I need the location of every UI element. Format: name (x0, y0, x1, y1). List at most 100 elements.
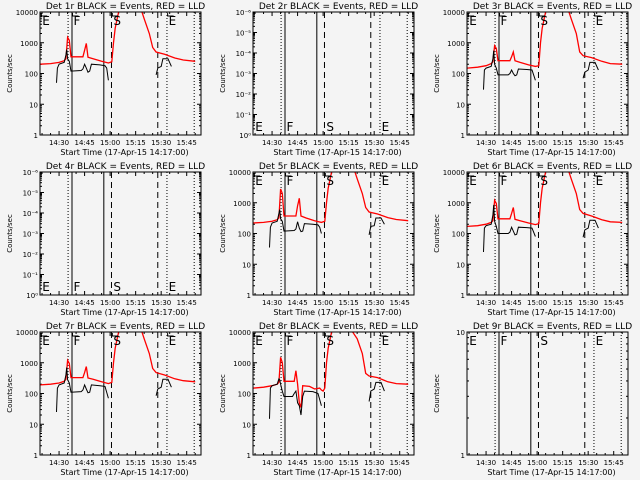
x-tick-label: 15:00 (527, 299, 547, 307)
y-tick-label: 10 (456, 329, 465, 337)
phase-marker-bracket (380, 333, 387, 337)
x-tick-label: 14:45 (501, 139, 521, 147)
y-tick-label: 10⁻³ (23, 231, 39, 239)
phase-marker-E: E (469, 14, 477, 28)
x-tick-label: 14:45 (74, 459, 94, 467)
x-tick-label: 15:30 (151, 139, 171, 147)
y-tick-label: 1000 (447, 40, 465, 48)
x-tick-label: 15:15 (126, 139, 146, 147)
x-tick-label: 15:15 (126, 299, 146, 307)
y-axis-label: Counts/sec (433, 214, 441, 253)
phase-marker-E: E (469, 174, 477, 188)
lld-series-line (40, 332, 196, 386)
panel-plot: Det 5r BLACK = Events, RED = LLD 1 10 100 10… (219, 162, 418, 317)
axes-frame (39, 171, 202, 296)
y-tick-label: 10⁰ (26, 292, 38, 300)
x-tick-label: 14:30 (262, 299, 282, 307)
events-series-line (155, 378, 172, 396)
phase-marker-bracket (467, 13, 475, 17)
y-tick-label: 10000 (16, 9, 38, 17)
axes-frame (252, 331, 415, 456)
x-tick-label: 15:30 (364, 139, 384, 147)
plot-area (494, 332, 622, 455)
x-tick-label: 15:30 (364, 299, 384, 307)
y-axis-label: Counts/sec (219, 54, 227, 93)
panel-title: Det 1r BLACK = Events, RED = LLD (46, 2, 205, 12)
y-axis-label: Counts/sec (433, 374, 441, 413)
panel-title: Det 6r BLACK = Events, RED = LLD (473, 162, 632, 172)
x-tick-label: 14:30 (262, 139, 282, 147)
x-tick-label: 14:30 (262, 459, 282, 467)
x-tick-label: 15:45 (177, 299, 197, 307)
x-tick-label: 15:45 (177, 459, 197, 467)
y-tick-label: 100 (452, 231, 465, 239)
plot-area (253, 332, 409, 455)
plot-area (40, 332, 196, 455)
phase-marker-bracket (594, 13, 601, 17)
x-tick-label: 15:15 (126, 459, 146, 467)
phase-marker-S: S (326, 334, 334, 348)
x-axis-label: Start Time (17-Apr-15 14:17:00) (60, 308, 188, 317)
panel-title: Det 7r BLACK = Events, RED = LLD (46, 322, 205, 332)
x-tick-label: 15:30 (578, 139, 598, 147)
y-tick-label: 10⁻⁵ (23, 190, 39, 198)
x-tick-label: 14:30 (49, 459, 69, 467)
panel-plot: Det 1r BLACK = Events, RED = LLD 1 10 100 10… (6, 2, 205, 157)
x-tick-label: 14:45 (74, 139, 94, 147)
x-tick-label: 15:45 (604, 139, 624, 147)
lld-series-line (253, 172, 409, 224)
phase-marker-E: E (42, 14, 50, 28)
x-tick-label: 15:15 (553, 139, 573, 147)
x-axis-label: Start Time (17-Apr-15 14:17:00) (487, 468, 615, 477)
lld-series-line (40, 12, 196, 65)
axes-frame (466, 11, 629, 136)
panel-title: Det 2r BLACK = Events, RED = LLD (259, 2, 418, 12)
events-series-line (269, 209, 322, 248)
x-tick-label: 14:45 (287, 459, 307, 467)
phase-marker-bracket (285, 173, 292, 177)
phase-marker-F: F (74, 14, 81, 28)
y-tick-label: 100 (25, 71, 38, 79)
phase-marker-E: E (255, 174, 263, 188)
y-tick-label: 10 (456, 261, 465, 269)
phase-marker-bracket (40, 333, 48, 337)
x-tick-label: 15:15 (339, 299, 359, 307)
phase-marker-S: S (326, 120, 334, 134)
phase-marker-E: E (169, 280, 177, 294)
y-tick-label: 10000 (16, 329, 38, 337)
panel-plot: Det 9r BLACK = Events, RED = LLD 1 10 Count… (433, 322, 632, 477)
phase-marker-F: F (74, 334, 81, 348)
y-tick-label: 1 (461, 452, 465, 460)
y-tick-label: 10000 (229, 329, 251, 337)
x-tick-label: 14:30 (476, 139, 496, 147)
plot-area (467, 12, 623, 135)
phase-marker-E: E (255, 120, 263, 134)
plot-area (67, 172, 195, 295)
y-tick-label: 100 (238, 391, 251, 399)
y-tick-label: 10⁻⁴ (236, 50, 252, 58)
phase-marker-F: F (287, 120, 294, 134)
x-tick-label: 15:00 (527, 139, 547, 147)
phase-marker-E: E (382, 334, 390, 348)
phase-marker-bracket (380, 173, 387, 177)
y-tick-label: 1 (34, 132, 38, 140)
y-tick-label: 10⁻⁶ (23, 169, 39, 177)
y-axis-label: Counts/sec (6, 374, 14, 413)
x-tick-label: 15:00 (100, 459, 120, 467)
x-tick-label: 15:00 (313, 459, 333, 467)
events-series-line (56, 49, 109, 83)
y-tick-label: 1 (34, 452, 38, 460)
x-tick-label: 15:30 (578, 299, 598, 307)
y-tick-label: 10⁻² (236, 91, 252, 99)
phase-marker-S: S (113, 280, 121, 294)
y-tick-label: 10000 (443, 169, 465, 177)
lld-series-line (253, 332, 409, 408)
y-tick-label: 10 (29, 101, 38, 109)
detector-panel-1: Det 1r BLACK = Events, RED = LLD 1 10 100 10… (0, 0, 213, 160)
phase-marker-E: E (382, 120, 390, 134)
y-axis-label: Counts/sec (6, 214, 14, 253)
phase-marker-bracket (324, 173, 332, 177)
axes-frame (252, 171, 415, 296)
x-tick-label: 14:45 (501, 299, 521, 307)
